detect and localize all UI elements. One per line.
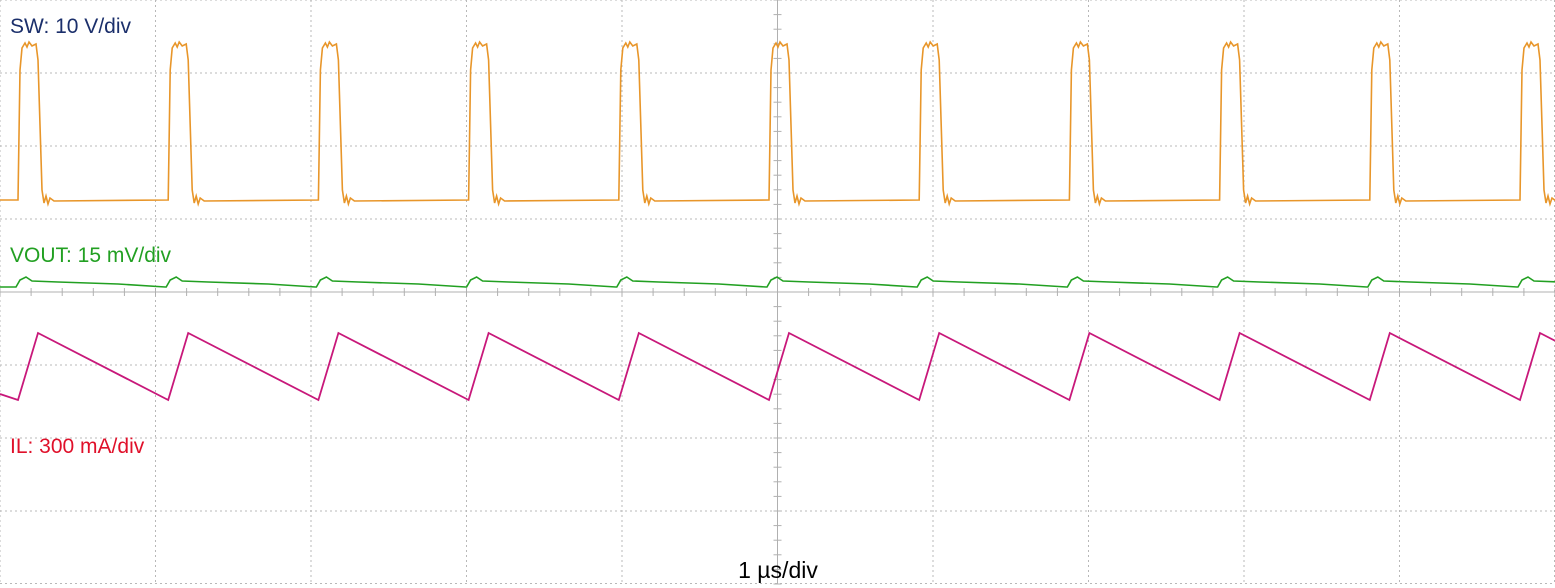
- channel-label: SW: 10 V/div: [10, 15, 131, 38]
- channel-label: VOUT: 15 mV/div: [10, 244, 172, 267]
- timebase-label: 1 µs/div: [738, 557, 818, 583]
- vout-trace: [0, 276, 1555, 288]
- il-trace: [0, 331, 1555, 402]
- sw-trace: [0, 40, 1555, 207]
- channel-label: IL: 300 mA/div: [10, 435, 145, 458]
- traces: [0, 40, 1555, 402]
